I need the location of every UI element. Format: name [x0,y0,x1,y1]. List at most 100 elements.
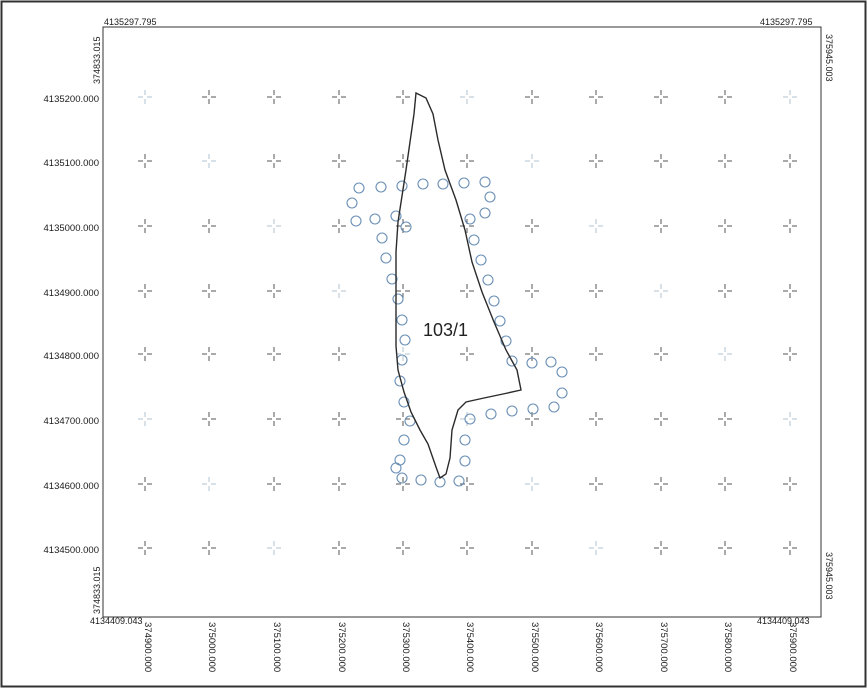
buffer-circle [482,274,494,286]
grid-cross [654,541,668,555]
buffer-circle [396,472,408,484]
grid-cross [589,90,603,104]
corner-label-bottom-right: 4134409.043 [757,616,810,626]
x-tick-label: 375100.000 [271,622,282,672]
buffer-circle [396,180,408,192]
buffer-circle [488,295,500,307]
grid-cross [460,90,474,104]
parcel-boundary [395,91,522,480]
grid-cross [138,541,152,555]
grid-cross [138,477,152,491]
buffer-circle [398,396,410,408]
grid-cross [138,90,152,104]
grid-cross [783,541,797,555]
grid-cross [525,347,539,361]
grid-cross [332,219,346,233]
grid-cross [525,412,539,426]
grid-cross [332,284,346,298]
buffer-circle [494,315,506,327]
map-extent-box [102,26,822,618]
corner-label-left-top: 374833.015 [92,36,102,84]
buffer-circle [485,408,497,420]
grid-cross [718,347,732,361]
buffer-circle [396,314,408,326]
grid-cross [525,219,539,233]
grid-cross [525,284,539,298]
y-tick-label: 4135100.000 [44,158,99,169]
buffer-circle [479,207,491,219]
grid-cross [138,284,152,298]
grid-cross [718,541,732,555]
y-tick-label: 4134800.000 [44,351,99,362]
grid-cross [718,154,732,168]
grid-cross [654,412,668,426]
grid-cross [783,477,797,491]
buffer-circle [506,405,518,417]
grid-cross [332,154,346,168]
grid-cross [589,541,603,555]
grid-cross [460,347,474,361]
grid-cross [718,90,732,104]
grid-cross [460,284,474,298]
grid-cross [718,477,732,491]
grid-cross [460,477,474,491]
grid-cross [589,154,603,168]
buffer-circle [369,213,381,225]
buffer-circle [459,455,471,467]
grid-cross [396,347,410,361]
grid-cross [718,219,732,233]
grid-cross [332,90,346,104]
x-tick-label: 375300.000 [400,622,411,672]
buffer-circle [375,181,387,193]
grid-cross [267,477,281,491]
grid-cross [654,284,668,298]
grid-cross [332,412,346,426]
buffer-circle [464,213,476,225]
grid-cross [202,219,216,233]
buffer-circle [392,293,404,305]
grid-cross [783,284,797,298]
grid-cross [396,284,410,298]
y-axis-labels: 4135200.000 4135100.000 4135000.000 4134… [44,94,99,556]
grid-cross [138,219,152,233]
grid-cross [332,541,346,555]
y-tick-label: 4134600.000 [44,481,99,492]
grid-cross [267,154,281,168]
grid-cross [525,90,539,104]
buffer-circle [556,366,568,378]
buffer-circle [380,252,392,264]
grid-cross [589,284,603,298]
buffer-circle [376,232,388,244]
grid-cross [525,541,539,555]
grid-cross [202,477,216,491]
grid-cross [460,154,474,168]
buffer-circle [398,434,410,446]
grid-cross [589,347,603,361]
buffer-circle [548,401,560,413]
grid-cross [202,412,216,426]
x-tick-label: 375400.000 [464,622,475,672]
grid-cross [202,90,216,104]
buffer-circle [346,197,358,209]
grid-cross [654,219,668,233]
grid-cross [783,347,797,361]
grid-cross [525,477,539,491]
buffer-circle [459,434,471,446]
grid-cross [267,219,281,233]
y-tick-label: 4135200.000 [44,94,99,105]
grid-cross [525,154,539,168]
x-tick-label: 375500.000 [529,622,540,672]
buffer-circle [556,387,568,399]
grid-cross [654,154,668,168]
grid-cross [267,412,281,426]
grid-cross [202,347,216,361]
y-tick-label: 4134700.000 [44,416,99,427]
grid-cross [267,541,281,555]
x-tick-label: 375900.000 [787,622,798,672]
x-tick-label: 375700.000 [658,622,669,672]
grid-cross [460,541,474,555]
buffer-circle [353,182,365,194]
buffer-circle [526,357,538,369]
grid-cross [783,219,797,233]
